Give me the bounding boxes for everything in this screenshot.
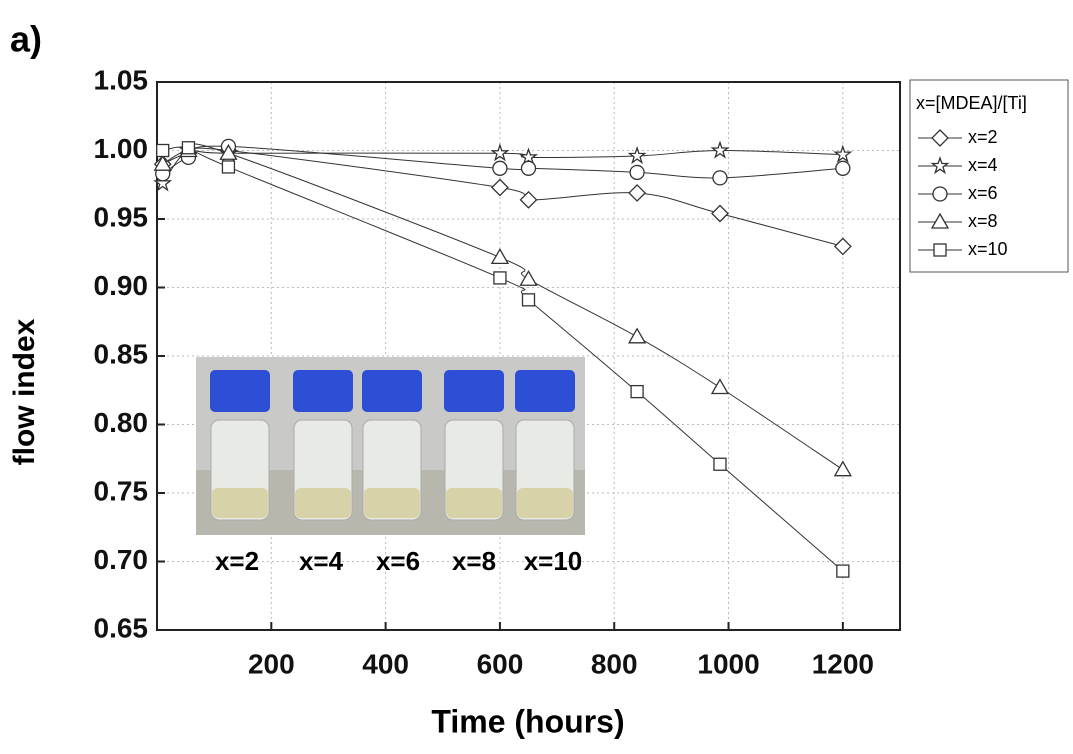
marker xyxy=(520,160,537,176)
marker xyxy=(490,248,510,265)
marker xyxy=(492,160,508,176)
marker xyxy=(627,327,647,344)
inset-label: x=4 xyxy=(299,546,344,576)
x-tick-label: 600 xyxy=(477,648,524,679)
marker xyxy=(521,293,536,307)
marker xyxy=(153,154,172,171)
x-tick-label: 1000 xyxy=(697,648,759,679)
bottle-liquid xyxy=(517,488,573,518)
marker xyxy=(930,212,950,229)
marker xyxy=(490,143,510,162)
x-tick-label: 1200 xyxy=(812,648,874,679)
marker xyxy=(153,173,173,192)
marker xyxy=(930,156,950,175)
bottle-cap xyxy=(293,370,353,412)
marker xyxy=(711,204,729,223)
bottle-cap xyxy=(362,370,422,412)
bottle-cap xyxy=(515,370,575,412)
y-tick-label: 0.85 xyxy=(94,338,149,369)
y-tick-label: 0.75 xyxy=(94,475,149,506)
marker xyxy=(932,186,948,202)
legend-title: x=[MDEA]/[Ti] xyxy=(916,93,1027,113)
marker xyxy=(156,143,170,158)
marker xyxy=(629,164,645,181)
marker xyxy=(713,457,727,471)
marker xyxy=(493,271,507,285)
marker xyxy=(519,190,538,209)
bottle-cap xyxy=(444,370,504,412)
x-tick-label: 400 xyxy=(362,648,409,679)
legend-label: x=2 xyxy=(968,127,998,147)
marker xyxy=(833,460,852,477)
legend-label: x=6 xyxy=(968,183,998,203)
legend-box xyxy=(909,79,1069,273)
legend-label: x=8 xyxy=(968,211,998,231)
y-tick-label: 1.05 xyxy=(94,64,149,95)
marker xyxy=(712,170,728,186)
y-tick-label: 0.80 xyxy=(94,407,149,438)
marker xyxy=(219,143,238,160)
marker xyxy=(630,384,644,399)
y-tick-label: 0.90 xyxy=(94,270,149,301)
bottle-liquid xyxy=(295,488,351,518)
legend-label: x=4 xyxy=(968,155,998,175)
marker xyxy=(221,160,236,174)
y-tick-label: 0.95 xyxy=(94,201,149,232)
marker xyxy=(491,178,509,197)
inset-label: x=10 xyxy=(524,546,583,576)
bottle-liquid xyxy=(364,488,420,518)
marker xyxy=(933,243,947,257)
x-tick-label: 200 xyxy=(248,648,295,679)
panel-label: a) xyxy=(10,19,42,60)
marker xyxy=(931,129,949,147)
marker xyxy=(710,140,730,159)
marker xyxy=(518,147,539,166)
inset-label: x=8 xyxy=(452,546,496,576)
marker xyxy=(519,269,538,286)
marker xyxy=(181,141,196,155)
x-tick-label: 800 xyxy=(591,648,638,679)
bottle-cap xyxy=(210,370,270,412)
marker xyxy=(628,184,647,202)
bottle-liquid xyxy=(212,488,268,518)
x-axis-title: Time (hours) xyxy=(431,703,624,739)
y-tick-label: 0.65 xyxy=(94,612,149,643)
legend-label: x=10 xyxy=(968,239,1008,259)
marker xyxy=(627,145,647,165)
bottle-liquid xyxy=(446,488,502,518)
inset-label: x=2 xyxy=(215,546,259,576)
y-tick-label: 0.70 xyxy=(94,544,149,575)
marker xyxy=(835,160,851,176)
marker xyxy=(833,237,852,256)
marker xyxy=(836,564,850,578)
inset-photo: x=2 x=4 x=6 x=8 x=10 xyxy=(196,357,585,576)
marker xyxy=(833,144,853,163)
y-axis-title: flow index xyxy=(8,318,41,465)
inset-label: x=6 xyxy=(376,546,420,576)
marker xyxy=(710,378,730,395)
y-tick-label: 1.00 xyxy=(94,133,149,164)
